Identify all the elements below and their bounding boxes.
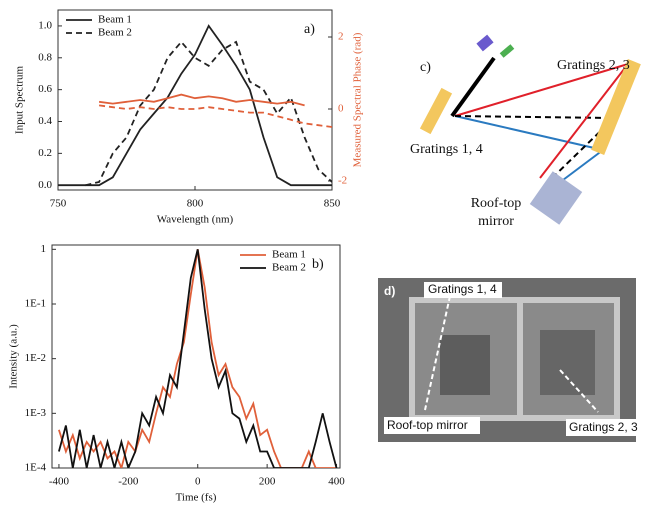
y-tick-label: 0.6 (38, 83, 52, 95)
series-line (98, 104, 332, 128)
photo-label: Gratings 2, 3 (569, 420, 638, 434)
label-box (566, 419, 636, 436)
y-tick-label: 0.4 (38, 115, 52, 127)
label-box (424, 282, 502, 298)
pointer (424, 295, 451, 411)
x-tick-label: 800 (187, 198, 204, 210)
panel-label: c) (420, 60, 431, 75)
y-tick-label: 0.0 (38, 179, 52, 191)
x-tick-label: 400 (328, 476, 345, 488)
chart: -400 -200 0 200 400 1E-4 1E-3 1E-2 1E-1 1 Time (fs… (8, 243, 346, 504)
y-tick-label: 0.8 (38, 51, 52, 63)
legend-label: Beam 1 (98, 14, 132, 26)
label-box (384, 417, 480, 434)
beam-blue (454, 115, 604, 151)
plot-frame (51, 244, 341, 469)
series-line (58, 24, 332, 187)
y-tick-label: 1E-4 (25, 462, 47, 474)
beam-red (539, 63, 629, 179)
beam-red (454, 63, 629, 117)
series-line (58, 249, 337, 468)
y-axis-label: Intensity (a.u.) (8, 324, 20, 389)
roof-top-mirror (529, 171, 583, 225)
x-tick-label: 0 (195, 476, 201, 488)
grating (419, 87, 453, 135)
y-tick-label: 1E-1 (25, 298, 46, 310)
series-line (58, 249, 338, 468)
series-line (98, 93, 305, 107)
y-tick-label: 1.0 (38, 19, 52, 31)
x-tick-label: -400 (49, 476, 70, 488)
beam-center (454, 115, 615, 119)
y2-tick-label: 0 (338, 103, 344, 115)
panel-label: b) (312, 257, 324, 272)
gratings-label: Gratings 2, 3 (557, 58, 630, 73)
optics (440, 335, 490, 395)
x-tick-label: 750 (50, 198, 67, 210)
chart: 750 800 850 0.0 0.2 0.4 0.6 0.8 1.0 -2 0 2 Wavelengt… (14, 9, 364, 226)
diagram: c) Gratings 2, 3 Gratings 1, 4 Roof-top … (410, 34, 641, 229)
mirror-label: Roof-top (471, 196, 522, 211)
pointer (559, 369, 599, 413)
spectrum-arrow (499, 44, 515, 58)
grating-beam (450, 56, 496, 118)
optics (540, 330, 595, 395)
panel-label: a) (304, 22, 315, 37)
x-axis-label: Time (fs) (176, 492, 217, 504)
y-tick-label: 0.2 (38, 147, 52, 159)
y2-tick-label: 2 (338, 31, 344, 43)
y-tick-label: 1E-2 (25, 352, 46, 364)
legend-label: Beam 2 (272, 262, 306, 274)
photo-label: Gratings 1, 4 (428, 282, 497, 296)
grating (591, 58, 641, 156)
legend-label: Beam 2 (98, 27, 132, 39)
photo: d) Gratings 1, 4 Roof-top mirror Grating… (378, 278, 638, 442)
series-line (85, 40, 332, 187)
gratings-label: Gratings 1, 4 (410, 142, 483, 157)
x-tick-label: -200 (118, 476, 139, 488)
panel-label: d) (384, 284, 395, 298)
y2-tick-label: -2 (338, 175, 347, 187)
x-axis-label: Wavelength (nm) (157, 214, 234, 226)
x-tick-label: 850 (324, 198, 341, 210)
mirror-label: mirror (478, 214, 514, 229)
x-tick-label: 200 (259, 476, 276, 488)
y-axis-label: Input Spectrum (14, 65, 26, 134)
y2-axis-label: Measured Spectral Phase (rad) (352, 32, 364, 167)
photo-label: Roof-top mirror (387, 418, 468, 432)
y-tick-label: 1E-3 (25, 407, 47, 419)
spectrum-arrow (476, 34, 494, 52)
y-tick-label: 1 (41, 243, 47, 255)
legend-label: Beam 1 (272, 249, 306, 261)
